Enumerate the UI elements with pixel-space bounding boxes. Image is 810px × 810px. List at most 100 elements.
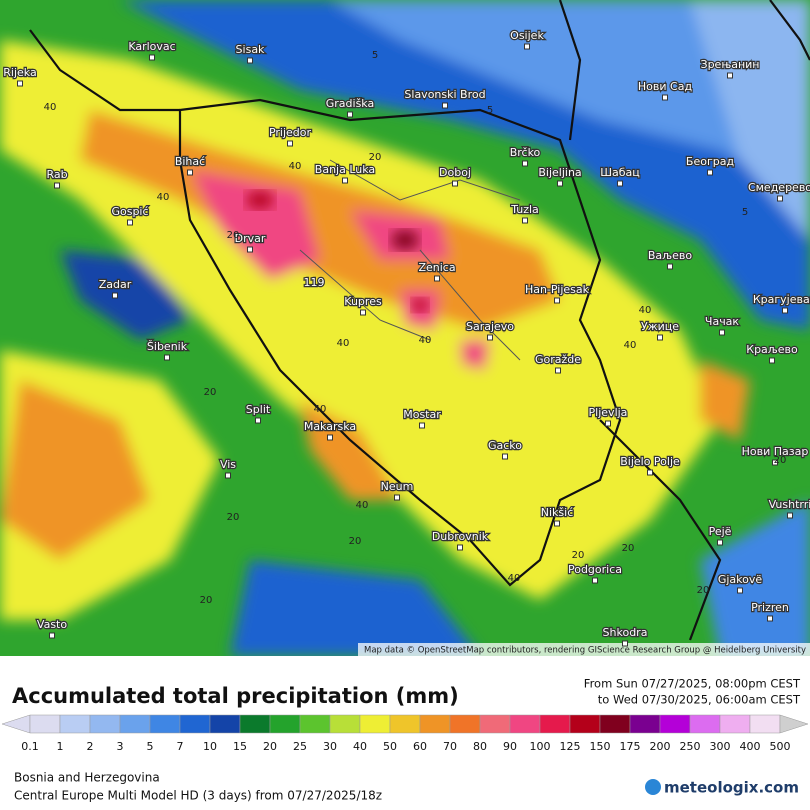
legend-swatch: [719, 714, 751, 734]
place-marker: [255, 417, 261, 424]
place-marker: [737, 587, 743, 594]
legend-tick-label: 15: [233, 740, 247, 753]
place-label: Han-Pijesak: [525, 283, 590, 296]
legend-swatch: [119, 714, 151, 734]
place-marker: [394, 494, 400, 501]
place-marker: [667, 263, 673, 270]
contour-label: 20: [227, 230, 240, 241]
place-marker: [647, 469, 653, 476]
legend-swatch: [29, 714, 61, 734]
legend-tick-label: 80: [473, 740, 487, 753]
place-label: Sisak: [236, 43, 266, 56]
legend-tick-label: 70: [443, 740, 457, 753]
place-label: Vasto: [37, 618, 67, 631]
place-label: Karlovac: [128, 40, 175, 53]
place-label: Drvar: [235, 232, 266, 245]
precipitation-map: Map data © OpenStreetMap contributors, r…: [0, 0, 810, 656]
place-label: Dubrovnik: [432, 530, 489, 543]
place-label: Bijelo Polje: [620, 455, 680, 468]
place-label: Banja Luka: [315, 163, 375, 176]
place-marker: [777, 195, 783, 202]
contour-label: 40: [44, 102, 57, 113]
legend-tick-label: 150: [590, 740, 611, 753]
place-label: Нови Сад: [638, 80, 693, 93]
place-label: Goražde: [535, 353, 581, 366]
place-label: Doboj: [439, 166, 471, 179]
place-label: Чачак: [705, 315, 740, 328]
legend-tick-label: 125: [560, 740, 581, 753]
brand: meteologix.com: [664, 779, 799, 797]
place-marker: [772, 459, 778, 466]
place-marker: [347, 111, 353, 118]
place-label: Sarajevo: [466, 320, 514, 333]
legend-swatch: [149, 714, 181, 734]
legend-tick-label: 7: [177, 740, 184, 753]
legend-swatch: [329, 714, 361, 734]
legend-tick-label: 400: [740, 740, 761, 753]
place-marker: [782, 307, 788, 314]
place-marker: [605, 420, 611, 427]
legend-tick-label: 100: [530, 740, 551, 753]
legend-swatch: [89, 714, 121, 734]
contour-label: 5: [742, 207, 748, 218]
place-marker: [787, 512, 793, 519]
place-label: Gjakovë: [718, 573, 763, 586]
place-label: Tuzla: [510, 203, 539, 216]
place-label: Vis: [220, 458, 236, 471]
contour-label: 40: [356, 500, 369, 511]
place-marker: [434, 275, 440, 282]
period-to: to Wed 07/30/2025, 06:00am CEST: [598, 693, 801, 707]
place-label: Zenica: [418, 261, 455, 274]
legend-tick-label: 1: [57, 740, 64, 753]
place-label: Gradiška: [326, 97, 374, 110]
legend-tick-label: 250: [680, 740, 701, 753]
legend-tick-label: 175: [620, 740, 641, 753]
place-label: Zadar: [99, 278, 132, 291]
contour-label: 40: [419, 335, 432, 346]
contour-label: 20: [572, 550, 585, 561]
legend-tick-label: 40: [353, 740, 367, 753]
legend-tick-label: 0.1: [21, 740, 39, 753]
legend-swatch: [749, 714, 781, 734]
legend-swatch: [59, 714, 91, 734]
contour-label: 40: [624, 340, 637, 351]
place-label: Šibenik: [147, 340, 188, 353]
place-marker: [247, 246, 253, 253]
place-marker: [767, 615, 773, 622]
legend-tick-label: 90: [503, 740, 517, 753]
place-marker: [49, 632, 55, 639]
legend-tick-label: 2: [87, 740, 94, 753]
brand-logo: [645, 779, 661, 795]
legend-tick-label: 20: [263, 740, 277, 753]
place-marker: [727, 72, 733, 79]
place-label: Rijeka: [3, 66, 36, 79]
place-marker: [719, 329, 725, 336]
place-marker: [502, 453, 508, 460]
contour-label: 40: [157, 192, 170, 203]
place-marker: [419, 422, 425, 429]
place-marker: [592, 577, 598, 584]
place-label: Pljevlja: [589, 406, 628, 419]
contour-label: 20: [204, 387, 217, 398]
legend-swatch: [779, 714, 809, 734]
legend-swatch: [509, 714, 541, 734]
place-label: Mostar: [403, 408, 441, 421]
legend-swatch: [449, 714, 481, 734]
legend-swatch: [269, 714, 301, 734]
place-label: Osijek: [510, 29, 544, 42]
place-marker: [555, 367, 561, 374]
place-marker: [554, 520, 560, 527]
contour-label: 20: [200, 595, 213, 606]
legend-tick-label: 10: [203, 740, 217, 753]
legend-swatch: [299, 714, 331, 734]
place-marker: [717, 539, 723, 546]
place-label: Bijeljina: [538, 166, 581, 179]
legend-swatch: [629, 714, 661, 734]
legend-swatch: [209, 714, 241, 734]
legend-tick-label: 3: [117, 740, 124, 753]
place-marker: [149, 54, 155, 61]
place-marker: [522, 160, 528, 167]
contour-label: 20: [349, 536, 362, 547]
place-label: Brčko: [510, 146, 541, 159]
